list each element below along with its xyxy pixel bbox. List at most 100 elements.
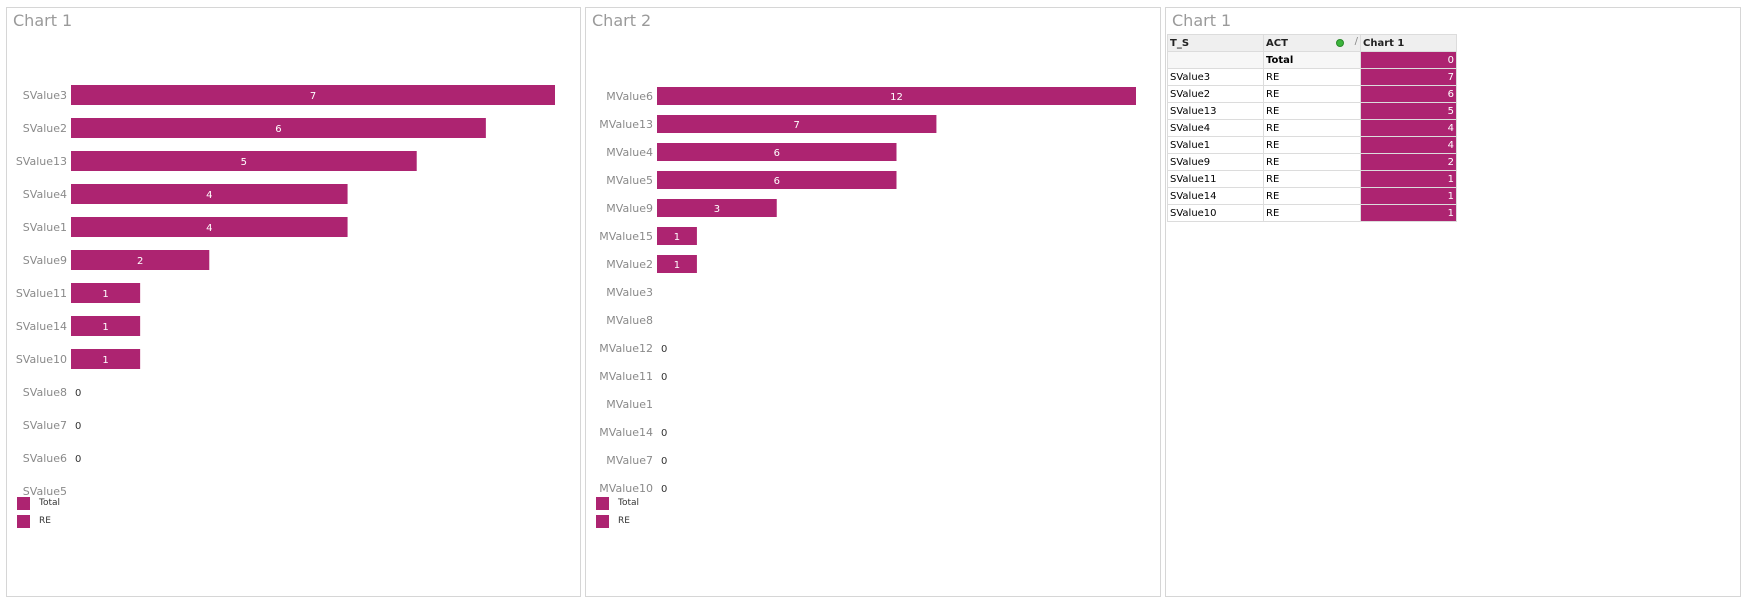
- row-act-cell: RE: [1263, 119, 1361, 137]
- legend-label: RE: [618, 516, 630, 526]
- legend-label: Total: [39, 498, 61, 508]
- table-row[interactable]: SValue1 RE 4: [1167, 136, 1457, 154]
- category-label: MValue15: [599, 230, 653, 243]
- category-label: MValue6: [606, 90, 653, 103]
- table-row[interactable]: SValue11 RE 1: [1167, 170, 1457, 188]
- bar[interactable]: [71, 349, 141, 369]
- bar[interactable]: [657, 87, 1136, 105]
- column-header-ts[interactable]: T_S: [1167, 34, 1264, 52]
- legend-swatch: [596, 496, 609, 510]
- legend-label: RE: [39, 516, 51, 526]
- row-ts-cell: SValue10: [1167, 204, 1264, 222]
- row-value-cell: 5: [1360, 102, 1457, 120]
- table-row[interactable]: SValue3 RE 7: [1167, 68, 1457, 86]
- row-ts-cell: SValue3: [1167, 68, 1264, 86]
- bar-value-label: 6: [774, 176, 780, 187]
- row-ts-cell: SValue11: [1167, 170, 1264, 188]
- table-header-row: T_S ACT / Chart 1: [1167, 34, 1457, 52]
- table-panel: Chart 1 T_S ACT / Chart 1 Total 0 SValue…: [1165, 7, 1741, 597]
- bar[interactable]: [71, 151, 417, 171]
- row-value-cell: 6: [1360, 85, 1457, 103]
- bar-value-label: 1: [102, 355, 108, 366]
- category-label: SValue2: [23, 122, 67, 135]
- bar[interactable]: [657, 143, 897, 161]
- chart1-legend: Total RE: [17, 494, 60, 530]
- bar-value-label: 6: [275, 124, 281, 135]
- chart1-panel: Chart 1 SValue3 7 SValue2 6 SValue13 5 SValue4…: [6, 7, 581, 597]
- legend-swatch: [596, 514, 609, 528]
- bar[interactable]: [71, 283, 141, 303]
- bar-value-label: 7: [310, 91, 316, 102]
- bar-value-label: 4: [206, 190, 212, 201]
- bar-value-label: 1: [674, 260, 680, 271]
- bar-value-label: 0: [661, 484, 667, 495]
- table-row[interactable]: SValue9 RE 2: [1167, 153, 1457, 171]
- bar-value-label: 0: [661, 456, 667, 467]
- table-row[interactable]: SValue2 RE 6: [1167, 85, 1457, 103]
- bar-value-label: 1: [102, 322, 108, 333]
- bar-value-label: 1: [674, 232, 680, 243]
- bar[interactable]: [71, 118, 486, 138]
- legend-swatch: [17, 496, 30, 510]
- category-label: MValue14: [599, 426, 653, 439]
- bar[interactable]: [71, 184, 348, 204]
- row-value-cell: 1: [1360, 187, 1457, 205]
- bar[interactable]: [657, 171, 897, 189]
- chart2-legend: Total RE: [596, 494, 639, 530]
- row-value-cell: 7: [1360, 68, 1457, 86]
- row-act-cell: RE: [1263, 68, 1361, 86]
- category-label: MValue3: [606, 286, 653, 299]
- legend-label: Total: [618, 498, 640, 508]
- category-label: SValue1: [23, 221, 67, 234]
- legend-item-re[interactable]: RE: [596, 512, 639, 530]
- bar-value-label: 7: [794, 120, 800, 131]
- category-label: MValue2: [606, 258, 653, 271]
- row-act-cell: RE: [1263, 153, 1361, 171]
- table-row[interactable]: SValue13 RE 5: [1167, 102, 1457, 120]
- category-label: MValue5: [606, 174, 653, 187]
- category-label: SValue3: [23, 89, 67, 102]
- bar[interactable]: [657, 199, 777, 217]
- bar[interactable]: [71, 250, 210, 270]
- bar-value-label: 3: [714, 204, 720, 215]
- chart1-svg: SValue3 7 SValue2 6 SValue13 5 SValue4 4 SValue1…: [16, 85, 555, 498]
- column-header-chart1[interactable]: Chart 1: [1360, 34, 1457, 52]
- category-label: SValue9: [23, 254, 67, 267]
- table-row[interactable]: SValue4 RE 4: [1167, 119, 1457, 137]
- category-label: SValue5: [23, 485, 67, 498]
- row-value-cell: 1: [1360, 204, 1457, 222]
- bar-value-label: 0: [661, 428, 667, 439]
- bar-value-label: 2: [137, 256, 143, 267]
- legend-item-re[interactable]: RE: [17, 512, 60, 530]
- category-label: SValue7: [23, 419, 67, 432]
- legend-item-total[interactable]: Total: [596, 494, 639, 512]
- table-title: Chart 1: [1172, 11, 1232, 30]
- bar[interactable]: [657, 227, 697, 245]
- category-label: MValue10: [599, 482, 653, 495]
- total-value: 0: [1360, 51, 1457, 69]
- category-label: SValue4: [23, 188, 67, 201]
- table-row[interactable]: SValue14 RE 1: [1167, 187, 1457, 205]
- row-ts-cell: SValue9: [1167, 153, 1264, 171]
- row-value-cell: 4: [1360, 136, 1457, 154]
- row-ts-cell: SValue1: [1167, 136, 1264, 154]
- bar[interactable]: [71, 316, 141, 336]
- status-dot-icon[interactable]: [1336, 39, 1344, 47]
- row-ts-cell: SValue4: [1167, 119, 1264, 137]
- edit-slash-icon[interactable]: /: [1354, 36, 1358, 47]
- bar-value-label: 1: [102, 289, 108, 300]
- bar[interactable]: [71, 217, 348, 237]
- bar[interactable]: [71, 85, 555, 105]
- column-header-act[interactable]: ACT /: [1263, 34, 1361, 52]
- row-ts-cell: SValue13: [1167, 102, 1264, 120]
- category-label: MValue4: [606, 146, 653, 159]
- chart2-panel: Chart 2 MValue6 12 MValue13 7 MValue4 6 MValue…: [585, 7, 1161, 597]
- bar[interactable]: [657, 115, 937, 133]
- category-label: MValue11: [599, 370, 653, 383]
- bar[interactable]: [657, 255, 697, 273]
- category-label: MValue13: [599, 118, 653, 131]
- legend-item-total[interactable]: Total: [17, 494, 60, 512]
- row-act-cell: RE: [1263, 85, 1361, 103]
- table-row[interactable]: SValue10 RE 1: [1167, 204, 1457, 222]
